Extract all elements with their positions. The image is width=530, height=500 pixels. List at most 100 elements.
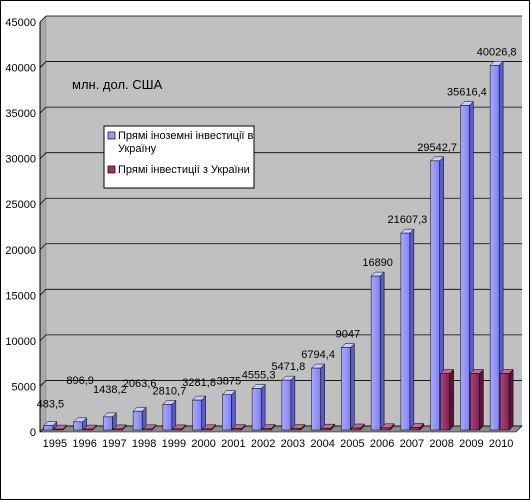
side-wall xyxy=(39,15,47,433)
bar-front xyxy=(43,425,54,431)
y-tick-label: 30000 xyxy=(5,154,36,166)
data-label: 6794,4 xyxy=(301,349,335,361)
bar-front xyxy=(499,373,510,431)
bar-fdi-out xyxy=(499,368,514,431)
unit-label: млн. дол. США xyxy=(72,77,163,92)
bar-front xyxy=(162,404,173,431)
bar-fdi-in xyxy=(340,342,355,431)
bar-fdi-in xyxy=(43,420,58,431)
bar-fdi-out xyxy=(440,368,455,431)
gridline-side xyxy=(39,197,47,205)
bar-fdi-in xyxy=(162,399,177,431)
data-label: 29542,7 xyxy=(417,142,457,154)
data-label: 16890 xyxy=(362,257,393,269)
bar-fdi-out xyxy=(202,424,217,431)
data-label: 3875 xyxy=(217,376,241,388)
bar-fdi-in xyxy=(281,375,296,431)
bar-fdi-out xyxy=(142,424,157,431)
data-label: 483,5 xyxy=(37,399,65,411)
bar-fdi-out xyxy=(350,423,365,431)
bar-front xyxy=(410,427,421,431)
bar-front xyxy=(370,275,381,431)
gridline-side xyxy=(39,15,47,23)
bar-side xyxy=(379,271,385,431)
bar-side xyxy=(320,363,325,431)
x-tick-label: 1999 xyxy=(162,438,186,450)
bar-front xyxy=(281,379,292,431)
bar-fdi-out xyxy=(380,423,395,431)
x-tick-label: 1995 xyxy=(43,438,67,450)
bar-front xyxy=(251,388,262,431)
bar-fdi-in xyxy=(311,363,326,431)
bar-front xyxy=(53,428,64,431)
x-tick-label: 2003 xyxy=(281,438,305,450)
gridline-side xyxy=(39,289,47,296)
bar-side xyxy=(449,368,454,431)
bar-front xyxy=(232,428,242,431)
x-tick-label: 2008 xyxy=(429,438,453,450)
bar-fdi-in xyxy=(102,412,117,431)
bar-front xyxy=(83,428,93,431)
bar-front xyxy=(73,421,83,431)
data-label: 2810,7 xyxy=(153,385,187,397)
data-label: 35616,4 xyxy=(447,86,487,98)
bar-fdi-in xyxy=(370,271,385,431)
bar-fdi-in xyxy=(251,383,266,431)
legend-label-fdi-in: Прямі іноземні інвестиції в Україну xyxy=(118,130,256,155)
data-label: 21607,3 xyxy=(387,214,427,226)
bar-fdi-in xyxy=(400,228,415,431)
bar-side xyxy=(350,342,355,431)
bar-front xyxy=(132,410,143,431)
bar-fdi-out xyxy=(321,423,336,431)
bar-front xyxy=(321,427,331,431)
y-tick-label: 40000 xyxy=(5,63,36,75)
gridline-side xyxy=(39,334,47,342)
bar-front xyxy=(341,347,351,431)
bar-side xyxy=(171,399,177,431)
gridline-side xyxy=(39,380,47,387)
data-label: 4555,3 xyxy=(242,369,276,381)
gridline-side xyxy=(39,243,47,251)
legend-label-fdi-out: Прямі інвестиції з України xyxy=(118,164,250,176)
bar-fdi-in xyxy=(132,406,147,431)
legend: Прямі іноземні інвестиції в Україну Прям… xyxy=(103,125,256,189)
gridline-side xyxy=(39,152,47,159)
bar-front xyxy=(142,428,153,431)
y-tick-label: 0 xyxy=(30,427,36,439)
bar-side xyxy=(201,395,206,431)
legend-swatch-fdi-out xyxy=(107,165,116,174)
bar-side xyxy=(409,228,415,431)
y-tick-label: 15000 xyxy=(5,290,36,302)
x-tick-label: 2004 xyxy=(310,438,334,450)
bar-front xyxy=(202,428,212,431)
bar-front xyxy=(430,160,440,431)
bar-side xyxy=(260,383,266,431)
legend-swatch-fdi-in xyxy=(107,131,116,140)
bar-front xyxy=(440,373,450,431)
bar-front xyxy=(460,105,470,431)
data-label: 40026,8 xyxy=(477,46,517,58)
y-tick-label: 10000 xyxy=(5,336,36,348)
bar-fdi-out xyxy=(53,424,68,431)
bar-front xyxy=(470,373,480,431)
bar-front xyxy=(489,65,500,431)
y-tick-label: 25000 xyxy=(5,199,36,211)
bar-side xyxy=(290,375,296,431)
y-tick-label: 20000 xyxy=(5,245,36,257)
bar-fdi-in xyxy=(459,100,474,431)
data-label: 896,9 xyxy=(66,375,94,387)
gridline-side xyxy=(39,106,47,114)
x-tick-label: 1998 xyxy=(132,438,156,450)
bar-fdi-out xyxy=(172,424,187,431)
bar-front xyxy=(291,428,302,431)
bar-front xyxy=(172,428,183,431)
y-tick-label: 45000 xyxy=(5,17,36,29)
data-label: 3281,8 xyxy=(182,377,216,389)
x-axis: 1995 1996 1997 1998 1999 2000 2001 2002 2003 2004… xyxy=(43,438,514,450)
x-tick-label: 2005 xyxy=(340,438,364,450)
bar-fdi-in xyxy=(221,390,236,431)
bar-fdi-out xyxy=(261,424,276,431)
bar-fdi-out xyxy=(291,423,306,431)
x-tick-label: 2006 xyxy=(370,438,394,450)
bars xyxy=(43,60,514,431)
